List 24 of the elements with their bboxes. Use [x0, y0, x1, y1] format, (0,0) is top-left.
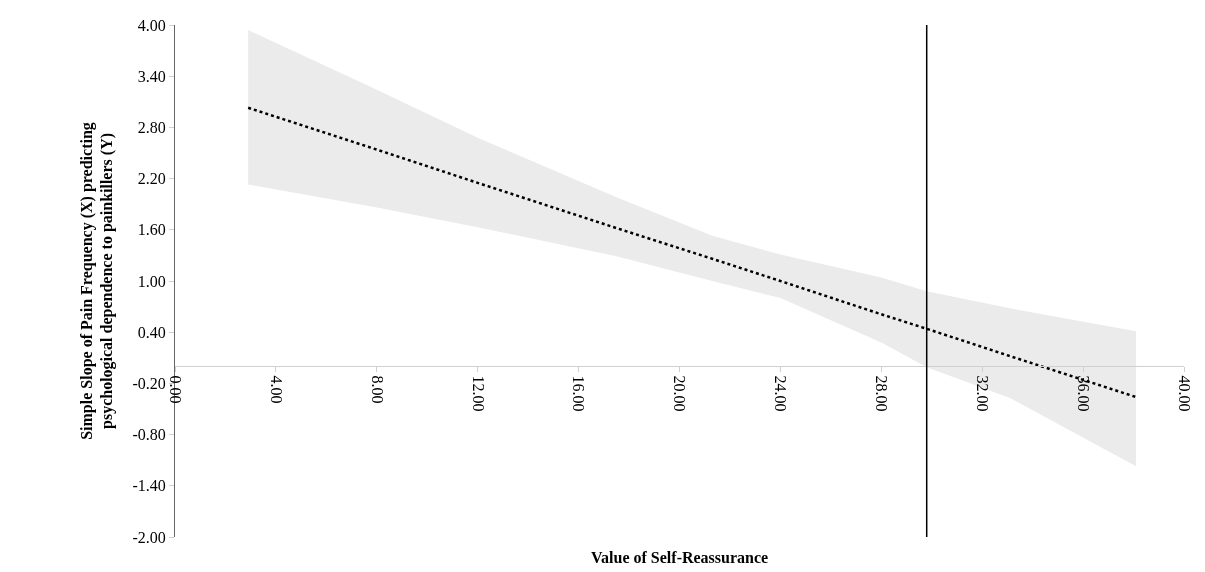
y-tick-label: 0.40 [137, 323, 166, 341]
x-tick-label: 24.00 [772, 375, 790, 412]
x-tick-label: 12.00 [469, 375, 487, 412]
y-axis-title: Simple Slope of Pain Frequency (X) predicting psychological dependence to painkillers (Y) [77, 122, 117, 440]
x-tick-label: 0.00 [166, 375, 184, 404]
y-tick-label: -0.20 [132, 375, 166, 392]
x-tick-label: 4.00 [267, 375, 285, 404]
y-tick-label: 1.60 [137, 221, 166, 239]
y-tick-label: 3.40 [137, 67, 166, 85]
y-tick-label: 2.80 [137, 119, 166, 136]
y-tick-label: -1.40 [132, 477, 166, 495]
y-tick-label: 2.20 [137, 170, 166, 188]
y-tick-label: 4.00 [137, 16, 166, 34]
x-tick-label: 40.00 [1175, 375, 1193, 412]
x-tick-label: 8.00 [368, 375, 386, 404]
x-tick-label: 32.00 [974, 375, 991, 412]
y-tick-label: 1.00 [137, 272, 166, 290]
x-tick-label: 20.00 [671, 375, 689, 412]
x-tick-label: 16.00 [570, 375, 588, 412]
y-tick-label: -0.80 [132, 426, 166, 444]
y-tick-label: -2.00 [132, 528, 166, 546]
x-tick-label: 28.00 [873, 375, 891, 412]
x-tick-label: 36.00 [1074, 375, 1092, 412]
x-axis-title: Value of Self-Reassurance [591, 549, 769, 566]
